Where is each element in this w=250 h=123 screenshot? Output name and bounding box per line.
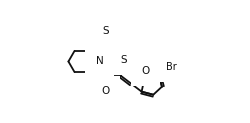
Text: Br: Br xyxy=(166,62,176,72)
Text: O: O xyxy=(101,86,110,96)
Text: O: O xyxy=(142,66,150,76)
Text: N: N xyxy=(96,56,104,67)
Text: S: S xyxy=(102,26,109,36)
Text: S: S xyxy=(120,55,127,65)
